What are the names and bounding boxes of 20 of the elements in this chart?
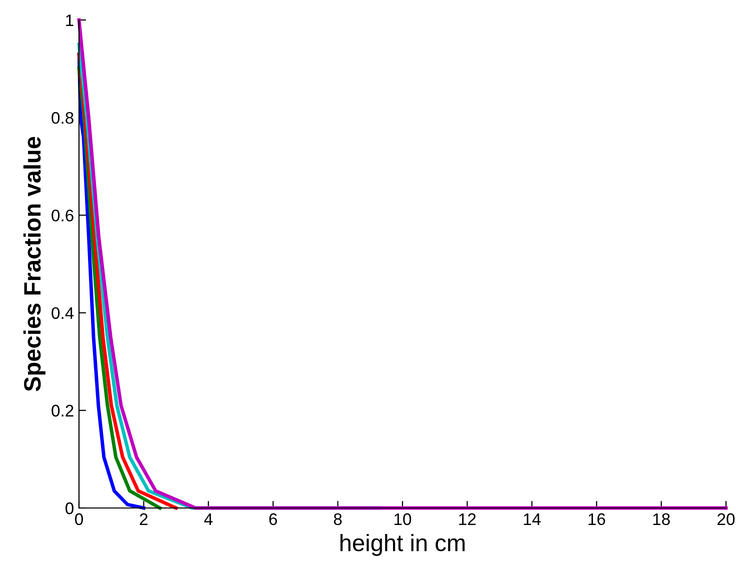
x-axis-title: height in cm [340, 534, 465, 556]
y-tick-label: 0.8 [52, 112, 74, 124]
x-tick-label: 0 [75, 513, 83, 526]
y-tick-label: 0.6 [52, 210, 74, 222]
line-series [77, 18, 728, 510]
x-tick-label: 16 [588, 513, 606, 526]
y-tick-label: 0.4 [52, 307, 74, 320]
y-tick-label: 0 [66, 502, 74, 514]
x-tick-label: 8 [334, 513, 342, 526]
x-tick-label: 6 [269, 513, 277, 526]
y-tick-label: 0.2 [52, 404, 74, 417]
x-tick-label: 2 [140, 513, 148, 525]
x-tick-label: 18 [653, 513, 670, 526]
y-axis-title: Species Fraction value [23, 136, 46, 392]
x-tick-label: 14 [524, 513, 541, 525]
x-tick-label: 20 [718, 513, 735, 526]
x-tick-label: 12 [459, 513, 476, 525]
x-tick-label: 10 [394, 513, 412, 526]
x-tick-label: 4 [204, 513, 213, 525]
y-tick-label: 1 [66, 14, 74, 26]
